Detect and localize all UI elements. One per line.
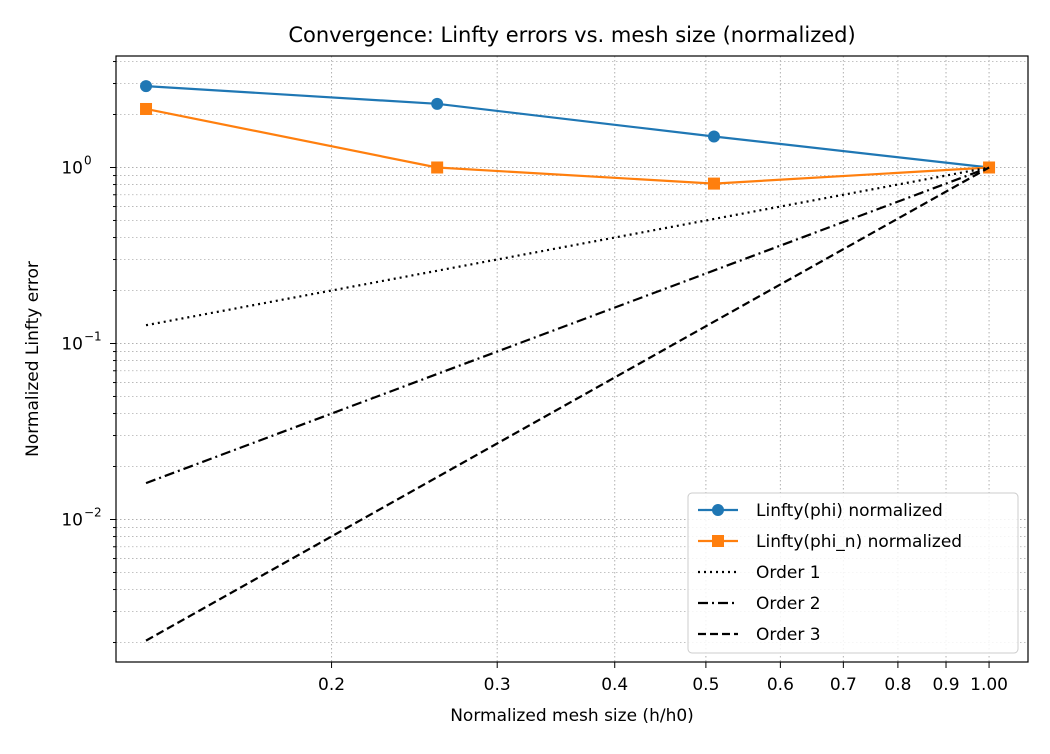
x-tick-label: 0.8 — [884, 675, 911, 695]
series-1 — [140, 80, 996, 174]
legend-entry: Linfty(phi_n) normalized — [698, 532, 962, 552]
data-point — [707, 130, 720, 143]
data-point — [431, 97, 444, 110]
data-point — [712, 504, 724, 516]
data-point — [140, 102, 153, 115]
x-tick-label: 0.9 — [932, 675, 959, 695]
x-tick-label: 1.00 — [970, 675, 1008, 695]
x-tick-label: 0.2 — [318, 675, 345, 695]
legend-entry: Order 1 — [698, 563, 821, 583]
y-tick-label-base: 10 — [61, 334, 83, 354]
x-tick-label: 0.3 — [484, 675, 511, 695]
y-tick-label: 10 0 — [61, 153, 91, 178]
series-line — [145, 166, 990, 327]
series-line — [145, 107, 990, 185]
y-tick-label: 10 −2 — [61, 505, 101, 530]
legend-box — [687, 492, 1019, 654]
y-tick-label-exponent: −2 — [84, 505, 102, 519]
plot-frame — [115, 55, 1029, 663]
x-tick-label: 0.7 — [830, 675, 857, 695]
series-3 — [145, 166, 990, 327]
y-tick-label-base: 10 — [61, 158, 83, 178]
legend-label: Order 3 — [756, 625, 821, 645]
legend-label: Order 2 — [756, 594, 821, 614]
data-point — [707, 177, 720, 190]
x-axis: 0.2 0.3 0.4 0.5 0.6 0.7 0.8 0.9 1.00 — [318, 662, 1008, 695]
data-point — [431, 161, 444, 174]
x-tick-label: 0.6 — [767, 675, 794, 695]
series-2 — [140, 102, 996, 190]
series-4 — [145, 166, 990, 485]
legend-label: Order 1 — [756, 563, 821, 583]
y-axis-label: Normalized Linfty error — [23, 261, 43, 457]
data-point — [712, 535, 724, 547]
legend-entry: Linfty(phi) normalized — [698, 501, 943, 521]
chart-title: Convergence: Linfty errors vs. mesh size… — [288, 23, 855, 47]
series-line — [145, 166, 990, 485]
y-tick-label-exponent: 0 — [84, 153, 92, 167]
legend-label: Linfty(phi_n) normalized — [756, 532, 962, 552]
data-point — [140, 80, 153, 93]
series-line — [145, 166, 990, 642]
y-tick-label-base: 10 — [61, 510, 83, 530]
x-axis-label: Normalized mesh size (h/h0) — [450, 706, 694, 726]
y-tick-label: 10 −1 — [61, 329, 101, 354]
x-tick-label: 0.5 — [692, 675, 719, 695]
y-tick-label-exponent: −1 — [84, 329, 102, 343]
series-layer — [140, 80, 996, 642]
x-tick-label: 0.4 — [601, 675, 628, 695]
legend-label: Linfty(phi) normalized — [756, 501, 943, 521]
legend-entry: Order 3 — [698, 625, 821, 645]
legend-entry: Order 2 — [698, 594, 821, 614]
series-5 — [145, 166, 990, 642]
legend: Linfty(phi) normalized Linfty(phi_n) norm… — [687, 492, 1019, 654]
series-line — [145, 85, 990, 169]
